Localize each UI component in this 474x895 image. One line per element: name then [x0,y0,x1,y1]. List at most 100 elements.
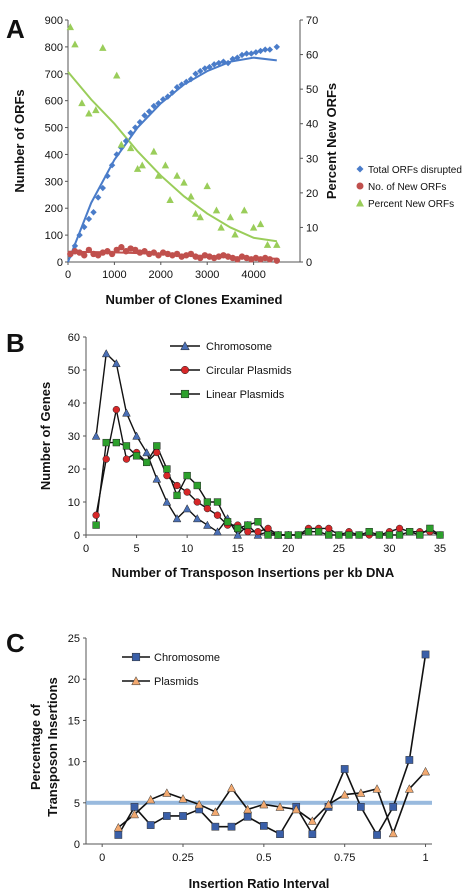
legend-marker [131,676,141,686]
legend-marker [180,341,190,351]
legend: Total ORFs disrupted No. of New ORFs Perce… [356,165,462,210]
panel-label-c: C [6,628,25,658]
trendline [67,56,277,263]
data-point [173,171,181,179]
data-point [132,124,139,131]
series-line [95,409,441,536]
data-point [172,514,182,523]
data-point [146,108,153,115]
data-point [249,223,258,231]
data-point [122,408,131,417]
data-point [187,75,195,83]
data-point [234,256,241,263]
x-tick-label: 0 [99,852,105,864]
data-point [169,89,176,96]
x-tick-label: 3000 [195,269,219,281]
y-axis-label: Number of ORFs [12,89,27,192]
data-point [153,442,161,450]
data-point [308,830,317,838]
data-point [163,471,171,480]
y-tick-label: 800 [45,42,63,54]
data-point [99,184,106,192]
data-point [113,151,120,158]
data-point [162,497,172,506]
y-tick-label: 20 [68,674,80,686]
data-point [373,831,381,839]
data-point [194,799,204,809]
data-point [388,828,398,838]
data-point [108,250,116,258]
data-point [406,528,414,536]
legend-marker [356,199,364,207]
y-axis-label: Transposon Insertions [45,677,60,816]
data-point [164,93,171,100]
data-point [179,812,187,820]
data-point [117,140,126,148]
data-point [142,448,152,457]
data-point [203,504,212,513]
data-point [114,831,123,839]
data-point [275,802,285,811]
data-point [92,521,100,529]
data-point [264,531,272,539]
data-point [192,514,202,523]
data-point [112,438,120,447]
data-point [274,531,282,539]
y2-axis-label: Percent New ORFs [324,83,339,199]
data-point [163,465,171,473]
data-point [113,822,123,832]
data-point [104,172,111,180]
data-point [213,498,222,506]
data-point [122,137,130,145]
x-tick-label: 15 [232,543,244,555]
data-point [133,164,142,172]
y2-tick-label: 30 [306,153,318,165]
legend-label: Chromosome [154,652,220,664]
y-tick-label: 200 [45,203,63,215]
legend-marker [356,165,364,173]
data-point [259,799,269,809]
data-point [231,230,239,238]
data-point [85,246,93,254]
data-point [233,530,243,539]
x-tick-label: 0 [83,543,89,555]
data-point [257,47,264,55]
data-point [212,206,221,214]
y2-tick-label: 0 [306,257,312,269]
data-point [273,241,281,248]
data-point [262,46,269,53]
legend-label: Linear Plasmids [206,389,285,401]
data-point [104,248,111,255]
data-point [210,807,220,816]
data-point [201,65,209,72]
y-axis-label: Percentage of [28,703,43,790]
y2-tick-label: 40 [306,119,318,131]
data-point [203,498,212,506]
data-point [143,458,151,467]
data-point [223,518,232,526]
data-point [166,196,174,203]
legend-marker [180,365,190,375]
y-tick-label: 10 [68,497,80,509]
data-point [291,804,301,814]
data-point [101,349,111,358]
y-tick-label: 0 [74,839,80,851]
legend-marker [180,389,190,399]
data-point [197,67,204,75]
data-point [191,209,200,217]
data-point [345,531,353,539]
data-point [389,803,398,811]
data-point [150,102,158,110]
y-tick-label: 700 [45,69,63,81]
data-point [356,788,366,797]
data-point [173,491,181,500]
data-point [94,252,102,259]
data-point [122,455,131,463]
y-tick-label: 15 [68,715,80,727]
data-point [220,58,227,65]
data-point [324,799,334,809]
panel-label-a: A [6,14,25,44]
data-point [213,527,222,536]
data-point [112,358,121,368]
data-point [146,821,155,829]
